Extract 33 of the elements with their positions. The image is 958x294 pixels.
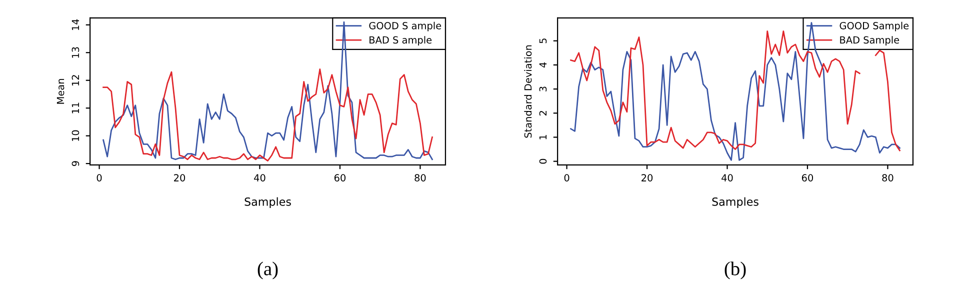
x-tick-label: 40 [254, 174, 266, 182]
y-tick-label: 13 [72, 47, 80, 58]
line-series [102, 68, 433, 162]
text: (b) [724, 262, 746, 280]
x-tick-label: 20 [642, 174, 653, 182]
legend-label: GOOD Sample [840, 22, 909, 32]
x-axis-title: Samples [244, 197, 291, 208]
legend-label: BAD Sample [840, 36, 900, 46]
x-tick-label: 40 [722, 174, 733, 182]
y-axis-title: Mean [56, 79, 64, 104]
x-tick-label: 60 [802, 174, 814, 182]
legend-label: BAD S ample [370, 36, 432, 46]
y-tick-label: 0 [539, 158, 547, 164]
y-tick-label: 5 [539, 38, 547, 44]
x-tick-label: 0 [96, 174, 102, 182]
y-tick-label: 3 [539, 86, 547, 92]
x-tick-label: 60 [334, 174, 346, 182]
y-tick-label: 1 [539, 135, 547, 140]
text: (a) [258, 262, 278, 280]
x-axis-title: Samples [712, 197, 758, 208]
x-tick-label: 20 [174, 174, 186, 182]
y-axis-title: Standard Deviation [524, 45, 532, 138]
y-tick-label: 10 [72, 130, 80, 141]
x-tick-label: 80 [882, 174, 894, 182]
y-tick-label: 4 [539, 62, 547, 68]
y-tick-label: 14 [72, 19, 79, 30]
x-tick-label: 80 [414, 174, 426, 182]
y-tick-label: 12 [72, 75, 79, 86]
x-tick-label: 0 [564, 174, 570, 182]
legend-label: GOOD S ample [369, 22, 442, 32]
y-tick-label: 9 [72, 161, 80, 166]
y-tick-label: 11 [72, 102, 79, 114]
y-tick-label: 2 [539, 111, 547, 116]
